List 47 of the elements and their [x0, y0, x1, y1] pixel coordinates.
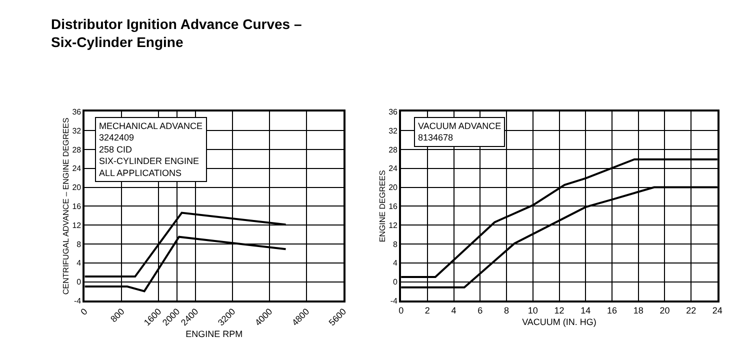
annotation: ALL APPLICATIONS	[99, 168, 182, 178]
x-axis-title: VACUUM (IN. HG)	[522, 316, 596, 327]
annotation: SIX-CYLINDER ENGINE	[99, 156, 200, 166]
x-tick-label: 12	[554, 305, 564, 316]
x-tick-label: 10	[528, 305, 538, 316]
y-tick-label: 8	[76, 240, 82, 249]
y-tick-label: 28	[72, 145, 82, 154]
y-tick-label: 28	[388, 145, 398, 154]
y-axis-title: ENGINE DEGREES	[378, 170, 387, 242]
x-tick-label: 22	[686, 305, 696, 316]
x-tick-label: 18	[633, 305, 644, 316]
y-tick-label: 16	[72, 202, 82, 211]
x-tick-label: 6	[478, 305, 483, 316]
y-tick-label: 0	[393, 278, 398, 287]
y-tick-label: 24	[388, 164, 398, 174]
chart-title: Distributor Ignition Advance Curves – Six-Cylinder Engine	[51, 16, 302, 50]
y-tick-label: 4	[393, 258, 398, 268]
y-tick-label: 20	[388, 183, 398, 192]
y-tick-label: 24	[72, 164, 82, 174]
x-tick-label: 4	[451, 305, 456, 316]
y-tick-label: 32	[72, 126, 82, 136]
y-tick-label: 32	[388, 126, 398, 136]
annotation: VACUUM ADVANCE	[418, 121, 502, 131]
y-tick-label: 12	[72, 220, 82, 230]
annotation: 258 CID	[99, 144, 133, 154]
y-axis-title: CENTRIFUGAL ADVANCE – ENGINE DEGREES	[61, 118, 70, 295]
y-tick-label: 20	[72, 183, 82, 192]
y-tick-label: 12	[388, 220, 398, 230]
annotation: 3242409	[99, 132, 134, 143]
y-tick-label: -4	[74, 296, 82, 306]
y-tick-label: 36	[388, 107, 398, 116]
y-tick-label: -4	[390, 296, 398, 306]
y-tick-label: 4	[76, 258, 82, 268]
x-tick-label: 16	[606, 305, 617, 316]
x-axis-title: ENGINE RPM	[186, 329, 243, 340]
x-tick-label: 8	[504, 305, 510, 316]
annotation: 8134678	[418, 132, 454, 143]
y-tick-label: 0	[76, 278, 82, 287]
annotation: MECHANICAL ADVANCE	[99, 121, 203, 131]
y-tick-label: 16	[388, 202, 398, 211]
x-tick-label: 20	[660, 305, 670, 316]
x-tick-label: 14	[580, 305, 591, 316]
y-tick-label: 36	[72, 107, 82, 116]
x-tick-label: 2	[424, 305, 430, 316]
x-tick-label: 24	[712, 305, 722, 316]
y-tick-label: 8	[393, 240, 398, 249]
x-tick-label: 800	[108, 306, 126, 324]
